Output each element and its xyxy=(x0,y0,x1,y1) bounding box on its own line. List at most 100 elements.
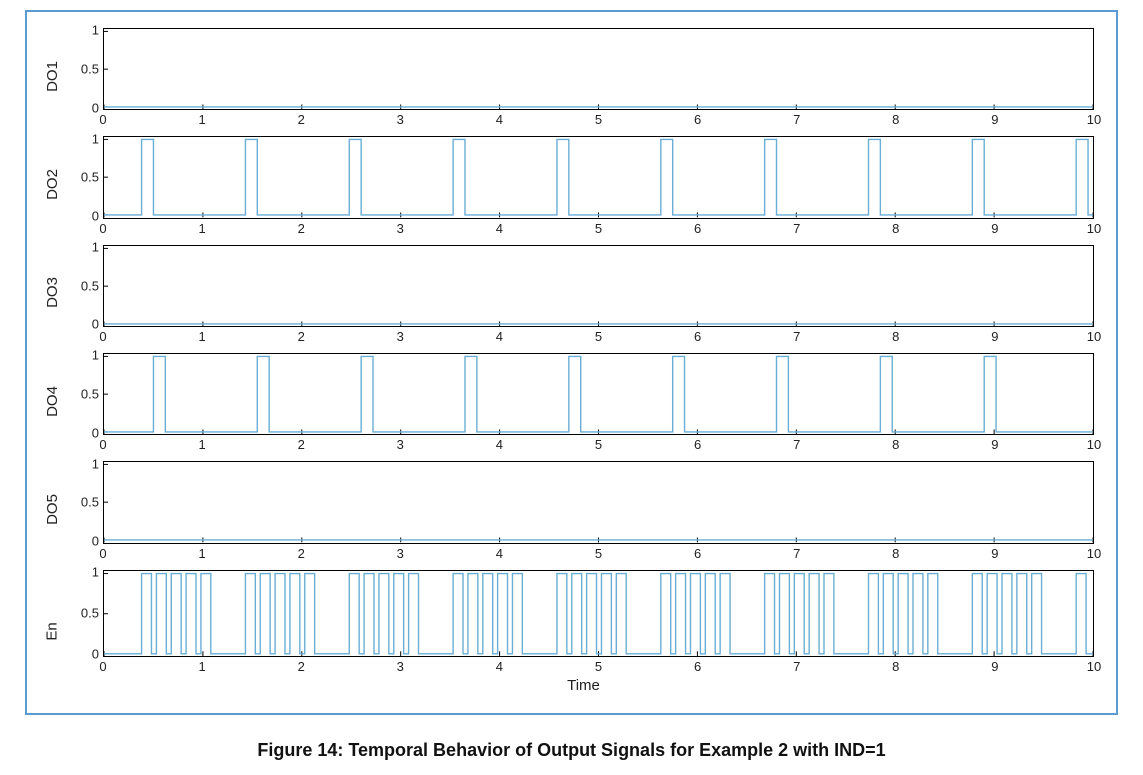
ytick-label: 1 xyxy=(69,131,99,146)
signal-svg xyxy=(104,246,1093,326)
ytick-label: 1 xyxy=(69,23,99,38)
figure-frame: DO100.51012345678910DO200.51012345678910… xyxy=(25,10,1118,715)
plot-column: 00.51012345678910 xyxy=(69,22,1098,130)
plot-column: 00.51 0 1 2 3 4 5 6 7 8 9 10 xyxy=(69,239,1098,347)
subplot-do3: DO300.51 0 1 2 3 4 5 6 7 8 9 10 xyxy=(35,239,1098,347)
xtick-label: 10 xyxy=(1087,437,1101,452)
ytick-label: 0 xyxy=(69,209,99,224)
signal-svg xyxy=(104,462,1093,542)
subplot-do2: DO200.51012345678910 xyxy=(35,130,1098,238)
ytick-label: 1 xyxy=(69,565,99,580)
signal-svg xyxy=(104,137,1093,217)
page: DO100.51012345678910DO200.51012345678910… xyxy=(0,0,1143,775)
xtick-label: 9 xyxy=(991,329,998,344)
xtick-label: 1 xyxy=(198,112,205,127)
ytick-label: 0 xyxy=(69,100,99,115)
xtick-label: 2 xyxy=(298,329,305,344)
xtick-label: 5 xyxy=(595,221,602,236)
xtick-label: 0 xyxy=(99,546,106,561)
ytick-labels: 00.51 xyxy=(69,28,101,110)
xtick-label: 4 xyxy=(496,329,503,344)
ytick-label: 0 xyxy=(69,647,99,662)
xtick-label: 5 xyxy=(595,546,602,561)
xtick-label: 2 xyxy=(298,437,305,452)
xtick-labels: 012345678910 xyxy=(103,437,1094,455)
ytick-label: 0.5 xyxy=(69,62,99,77)
xtick-label: 8 xyxy=(892,546,899,561)
xtick-label: 3 xyxy=(397,437,404,452)
xtick-label: 3 xyxy=(397,221,404,236)
plot-area: 00.51 0 1 2 3 4 5 6 7 8 9 10 xyxy=(69,239,1098,347)
ytick-label: 0.5 xyxy=(69,278,99,293)
xtick-label: 2 xyxy=(298,546,305,561)
xtick-label: 7 xyxy=(793,437,800,452)
xtick-label: 9 xyxy=(991,437,998,452)
xtick-label: 8 xyxy=(892,329,899,344)
xtick-label: 6 xyxy=(694,329,701,344)
ylabel-text: DO1 xyxy=(44,61,61,92)
subplot-do5: DO500.51012345678910 xyxy=(35,455,1098,563)
ylabel-text: DO4 xyxy=(44,386,61,417)
signal-svg xyxy=(104,571,1093,656)
plot-area: 00.51012345678910 xyxy=(69,130,1098,238)
xaxis-label: Time xyxy=(69,677,1098,699)
xtick-labels: 012345678910 xyxy=(103,546,1094,564)
signal-svg xyxy=(104,29,1093,109)
xtick-label: 8 xyxy=(892,437,899,452)
xtick-label: 1 xyxy=(198,659,205,674)
xtick-label: 2 xyxy=(298,221,305,236)
axes-box xyxy=(103,136,1094,218)
xtick-label: 4 xyxy=(496,437,503,452)
ylabel-text: DO2 xyxy=(44,169,61,200)
xtick-label: 4 xyxy=(496,546,503,561)
xtick-label: 6 xyxy=(694,437,701,452)
xtick-label: 5 xyxy=(595,437,602,452)
axes-box xyxy=(103,245,1094,327)
xtick-labels: 012345678910 xyxy=(103,329,1094,347)
ytick-label: 0.5 xyxy=(69,387,99,402)
subplot-do4: DO400.51012345678910 xyxy=(35,347,1098,455)
xtick-label: 1 xyxy=(198,437,205,452)
xtick-label: 2 xyxy=(298,659,305,674)
xtick-labels: 012345678910 xyxy=(103,221,1094,239)
xtick-label: 9 xyxy=(991,221,998,236)
ylabel: DO3 xyxy=(35,239,69,347)
ylabel: DO5 xyxy=(35,455,69,563)
xtick-label: 10 xyxy=(1087,329,1101,344)
xtick-label: 1 xyxy=(198,329,205,344)
ytick-label: 0.5 xyxy=(69,170,99,185)
xtick-label: 9 xyxy=(991,546,998,561)
ytick-label: 1 xyxy=(69,456,99,471)
xtick-label: 1 xyxy=(198,546,205,561)
xtick-label: 0 xyxy=(99,437,106,452)
xtick-label: 2 xyxy=(298,112,305,127)
xtick-label: 7 xyxy=(793,329,800,344)
axes-box xyxy=(103,28,1094,110)
xtick-label: 9 xyxy=(991,112,998,127)
axes-box xyxy=(103,461,1094,543)
xtick-label: 0 xyxy=(99,329,106,344)
plot-area: 00.51012345678910 xyxy=(69,347,1098,455)
ylabel: En xyxy=(35,564,69,699)
xtick-labels: 012345678910 xyxy=(103,112,1094,130)
signal-line xyxy=(104,140,1093,215)
ytick-label: 0 xyxy=(69,425,99,440)
ylabel: DO4 xyxy=(35,347,69,455)
signal-line xyxy=(104,356,1093,431)
xtick-label: 7 xyxy=(793,546,800,561)
xtick-label: 4 xyxy=(496,221,503,236)
axes-box xyxy=(103,353,1094,435)
xtick-label: 3 xyxy=(397,329,404,344)
ytick-labels: 00.51 xyxy=(69,245,101,327)
xtick-label: 3 xyxy=(397,112,404,127)
xtick-label: 3 xyxy=(397,659,404,674)
xtick-label: 7 xyxy=(793,659,800,674)
ytick-labels: 00.51 xyxy=(69,461,101,543)
xtick-label: 5 xyxy=(595,329,602,344)
xtick-label: 6 xyxy=(694,546,701,561)
subplot-en: En00.51012345678910Time xyxy=(35,564,1098,699)
xtick-label: 10 xyxy=(1087,546,1101,561)
ytick-label: 0.5 xyxy=(69,606,99,621)
xtick-label: 8 xyxy=(892,112,899,127)
xtick-label: 7 xyxy=(793,112,800,127)
